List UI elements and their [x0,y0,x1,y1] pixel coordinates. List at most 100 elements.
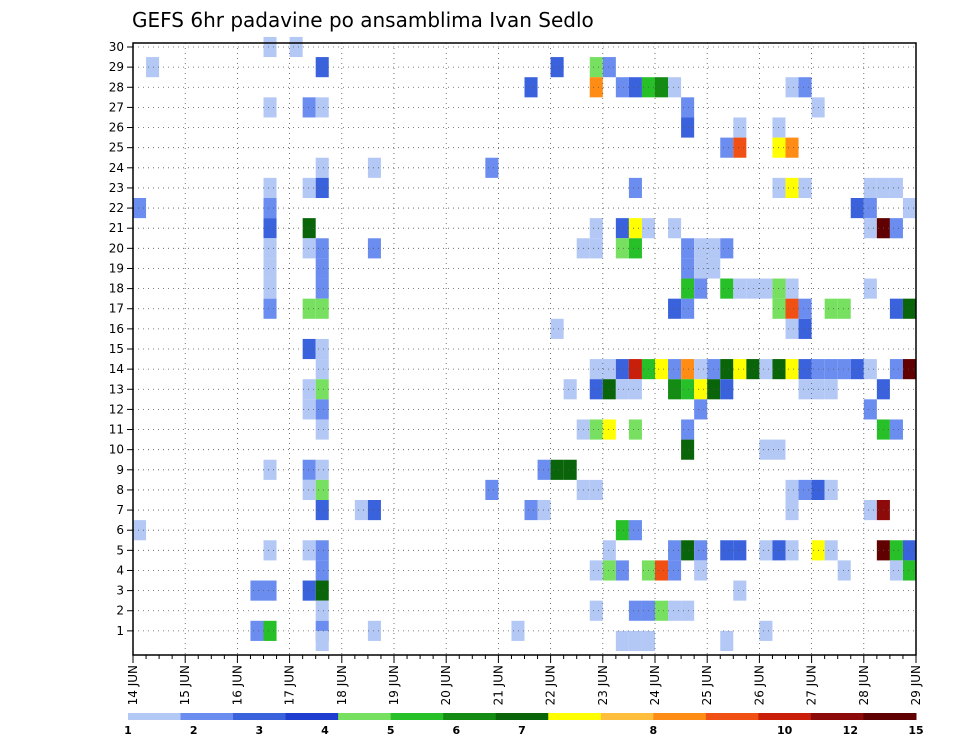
heat-cell [315,500,329,521]
heat-cell [315,338,329,360]
heat-cell [315,157,329,178]
heat-cell [628,218,642,239]
heat-cell [628,630,642,651]
heat-cell [733,117,747,138]
y-tick-label: 24 [109,161,124,175]
y-tick-label: 17 [109,302,124,316]
heat-cell [315,379,329,400]
heat-cell [863,218,877,239]
heat-cell [315,399,329,420]
heat-cell [302,459,316,480]
heat-cell [837,560,851,581]
heat-cell [315,540,329,561]
cells-layer [133,36,916,651]
x-tick-label: 19 JUN [387,665,401,705]
heat-cell [133,520,147,541]
y-tick-label: 16 [109,322,124,336]
x-tick-label: 18 JUN [335,665,349,705]
colorbar-label: 4 [321,724,329,737]
heat-cell [589,218,603,239]
heat-cell [628,177,642,198]
heat-cell [668,359,682,380]
y-tick-label: 28 [109,80,124,94]
heat-cell [615,630,629,651]
heat-cell [655,560,669,581]
heat-cell [589,419,603,440]
y-tick-label: 20 [109,241,124,255]
heat-cell [681,600,695,621]
heat-cell [733,278,747,299]
heat-cell [302,540,316,561]
heat-cell [263,278,277,299]
heat-cell [733,580,747,601]
heat-cell [668,600,682,621]
heat-cell [655,77,669,98]
heat-cell [759,540,773,561]
y-tick-label: 11 [109,423,124,437]
x-tick-label: 28 JUN [857,665,871,705]
colorbar-label: 5 [387,724,395,737]
heat-cell [302,238,316,259]
heat-cell [720,630,734,651]
y-tick-label: 8 [116,483,124,497]
heat-cell [263,238,277,259]
heat-cell [824,359,838,380]
heat-cell [902,198,916,219]
colorbar-swatch [705,713,759,720]
heat-cell [263,298,277,319]
heat-cell [315,580,329,601]
heat-cell [263,218,277,239]
heat-cell [785,177,799,198]
heat-cell [681,97,695,118]
x-tick-label: 21 JUN [491,665,505,705]
heat-cell [367,238,381,259]
heat-cell [302,218,316,239]
y-tick-label: 22 [109,201,124,215]
heat-cell [759,439,773,460]
heat-cell [302,379,316,400]
heat-cell [785,137,799,158]
heat-cell [720,379,734,400]
x-tick-label: 29 JUN [909,665,923,705]
colorbar-label: 7 [518,724,526,737]
heat-cell [263,540,277,561]
heat-cell [615,218,629,239]
heat-cell [694,238,708,259]
heat-cell [302,97,316,118]
y-tick-label: 7 [116,503,124,517]
colorbar-swatch [863,713,917,720]
heat-cell [537,500,551,521]
heat-cell [785,318,799,339]
heat-cell [785,479,799,500]
heat-cell [902,359,916,380]
heat-cell [889,218,903,239]
heat-cell [263,198,277,219]
heat-cell [668,540,682,561]
x-tick-label: 24 JUN [648,665,662,705]
heat-cell [589,238,603,259]
heat-cell [315,278,329,299]
heat-cell [550,459,564,480]
heat-cell [889,540,903,561]
heat-cell [746,359,760,380]
x-tick-label: 16 JUN [230,665,244,705]
chart-title: GEFS 6hr padavine po ansamblima Ivan Sed… [132,8,594,32]
heat-cell [315,258,329,279]
y-tick-label: 5 [116,543,124,557]
heat-cell [315,359,329,380]
heat-cell [759,359,773,380]
heat-cell [615,520,629,541]
heat-cell [694,359,708,380]
x-tick-label: 15 JUN [178,665,192,705]
heat-cell [824,540,838,561]
heat-cell [720,359,734,380]
y-tick-label: 10 [109,443,124,457]
y-tick-label: 9 [116,463,124,477]
colorbar-swatch [600,713,654,720]
colorbar-swatch [653,713,707,720]
heat-cell [694,540,708,561]
heat-cell [628,600,642,621]
heat-cell [315,238,329,259]
heat-cell [250,580,264,601]
y-tick-label: 23 [109,181,124,195]
